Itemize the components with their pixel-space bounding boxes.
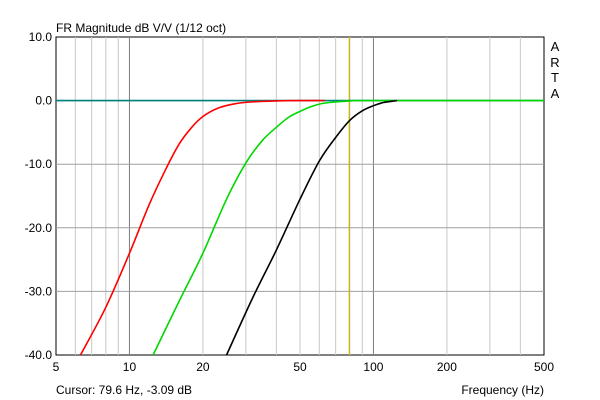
series-line-3 — [225, 99, 398, 355]
y-tick-label: 0.0 — [35, 94, 52, 108]
y-tick-label: -30.0 — [25, 284, 53, 298]
x-tick-label: 20 — [196, 360, 210, 374]
y-tick-label: 10.0 — [29, 30, 53, 44]
brand-label: A R T A — [549, 39, 561, 101]
series-line-2 — [152, 99, 544, 355]
brand-letter: R — [550, 54, 560, 70]
chart-title: FR Magnitude dB V/V (1/12 oct) — [56, 21, 227, 35]
x-tick-label: 100 — [363, 360, 383, 374]
y-tick-label: -40.0 — [25, 348, 53, 362]
series-line-1 — [79, 99, 325, 355]
brand-letter: A — [550, 39, 560, 54]
x-tick-label: 10 — [123, 360, 137, 374]
plot-area[interactable] — [56, 37, 544, 355]
x-tick-label: 5 — [53, 360, 60, 374]
y-tick-label: -20.0 — [25, 221, 53, 235]
x-tick-label: 500 — [534, 360, 554, 374]
y-tick-label: -10.0 — [25, 157, 53, 171]
cursor-readout: Cursor: 79.6 Hz, -3.09 dB — [56, 383, 193, 397]
x-tick-label: 50 — [293, 360, 307, 374]
brand-letter: T — [551, 70, 559, 85]
brand-letter: A — [550, 85, 560, 101]
tick-labels: 10.0 0.0 -10.0 -20.0 -30.0 -40.05 10 20 50 100 200… — [25, 30, 555, 374]
x-tick-label: 200 — [437, 360, 457, 374]
x-axis-label: Frequency (Hz) — [461, 383, 544, 397]
grid — [55, 36, 545, 356]
